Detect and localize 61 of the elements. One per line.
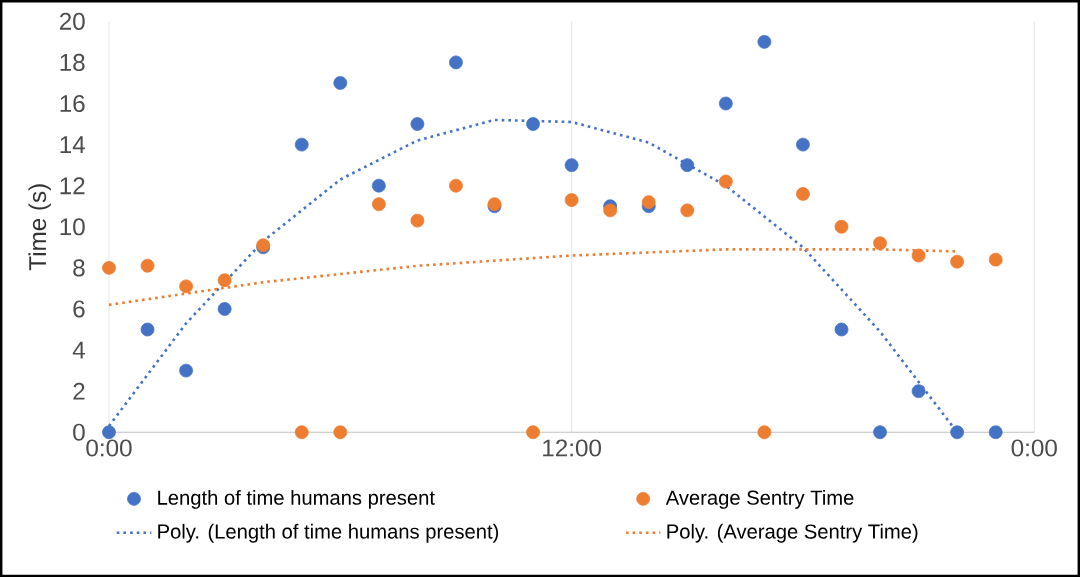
legend-label: Length of time humans present	[158, 489, 435, 509]
x-tick-label: 0:00	[1011, 439, 1057, 457]
point	[603, 203, 618, 218]
y-tick-label: 18	[60, 53, 85, 71]
point	[449, 55, 463, 70]
point	[950, 254, 965, 269]
point	[179, 279, 193, 294]
point	[217, 302, 232, 316]
point	[294, 137, 309, 152]
point	[873, 236, 887, 251]
y-tick-label: 14	[60, 136, 85, 153]
point	[102, 260, 116, 275]
point	[757, 34, 772, 49]
point	[834, 322, 849, 337]
y-tick-label: 8	[73, 259, 85, 277]
point	[757, 425, 772, 440]
legend-label: Poly. (Average Sentry Time)	[667, 523, 918, 543]
point	[718, 174, 733, 189]
point	[140, 258, 155, 273]
point	[526, 425, 540, 440]
point	[680, 158, 695, 172]
point	[371, 178, 386, 193]
x-tick-label: 12:00	[543, 439, 601, 457]
x-tick-label: 0:00	[86, 439, 132, 457]
y-tick-label: 10	[60, 218, 85, 236]
point	[179, 363, 193, 378]
y-tick-label: 6	[73, 300, 85, 318]
point	[641, 195, 656, 209]
point	[796, 186, 810, 201]
y-tick-label: 2	[73, 382, 85, 400]
point	[333, 425, 348, 440]
point	[988, 252, 1003, 267]
point	[449, 178, 463, 193]
point	[217, 273, 232, 288]
point	[410, 213, 425, 228]
point	[140, 322, 155, 337]
legend-label: Average Sentry Time	[665, 489, 854, 509]
y-axis-title: Time (s)	[28, 184, 51, 271]
point	[988, 425, 1003, 440]
point	[950, 425, 965, 440]
point	[102, 425, 116, 440]
y-tick-label: 0	[73, 423, 85, 441]
point	[371, 197, 386, 211]
point	[564, 193, 579, 207]
point	[796, 137, 810, 152]
point	[718, 96, 733, 111]
y-tick-label: 4	[72, 341, 85, 359]
point	[911, 248, 926, 263]
y-tick-label: 20	[59, 12, 85, 30]
point	[680, 203, 695, 218]
y-tick-label: 12	[60, 177, 85, 195]
y-tick-label: 16	[60, 94, 85, 113]
point	[564, 158, 579, 172]
point	[294, 425, 309, 440]
legend-label: Poly. (Length of time humans present)	[158, 523, 499, 543]
point	[410, 117, 425, 131]
point	[911, 384, 926, 398]
point	[333, 76, 348, 90]
point	[526, 117, 540, 131]
point	[834, 219, 849, 234]
point	[873, 425, 887, 440]
